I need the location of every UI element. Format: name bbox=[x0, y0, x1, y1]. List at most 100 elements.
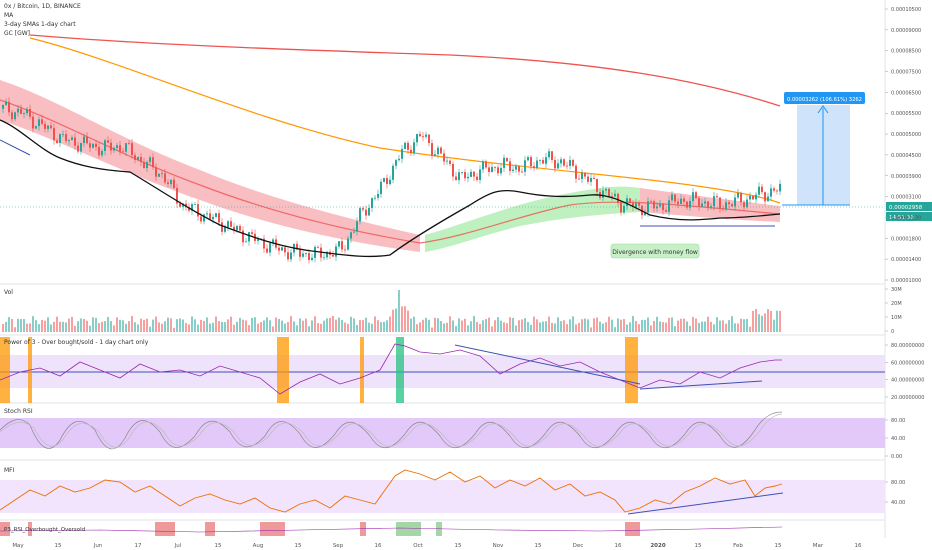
volume-bar bbox=[122, 320, 124, 332]
time-tick-label: Mar bbox=[813, 543, 824, 549]
volume-bar bbox=[146, 318, 148, 332]
axis-tick-label: 10M bbox=[891, 315, 902, 321]
candle-body bbox=[425, 134, 427, 137]
candle-body bbox=[335, 246, 337, 257]
volume-bar bbox=[605, 322, 607, 332]
volume-bar bbox=[296, 325, 298, 332]
volume-bar bbox=[413, 316, 415, 332]
time-tick-label: 16 bbox=[615, 543, 622, 549]
volume-bar bbox=[446, 322, 448, 332]
time-tick-label: Feb bbox=[733, 543, 743, 549]
candle-body bbox=[338, 241, 340, 247]
volume-bar bbox=[641, 319, 643, 332]
volume-bar bbox=[35, 320, 37, 332]
volume-bar bbox=[668, 317, 670, 332]
mfi-pane[interactable]: MFI 80.00 40.00 bbox=[0, 467, 905, 515]
volume-bar bbox=[173, 327, 175, 332]
candle-body bbox=[416, 134, 418, 143]
candle-body bbox=[686, 201, 688, 208]
mfi-line bbox=[0, 469, 783, 513]
candle-body bbox=[131, 143, 133, 156]
candle-body bbox=[437, 147, 439, 155]
volume-bar bbox=[695, 318, 697, 332]
time-tick-label: Aug bbox=[253, 543, 264, 549]
candle-body bbox=[89, 143, 91, 148]
volume-bar bbox=[599, 321, 601, 332]
candle-body bbox=[488, 167, 490, 172]
power3-title: Power of 3 - Over bought/sold - 1 day ch… bbox=[4, 339, 149, 346]
candle-body bbox=[245, 241, 247, 243]
candle-body bbox=[398, 158, 400, 161]
volume-bar bbox=[593, 318, 595, 332]
price-pane[interactable]: 0.00003262 (106.61%) 3262 Divergence wit… bbox=[0, 3, 932, 264]
volume-bar bbox=[539, 322, 541, 332]
candle-body bbox=[734, 197, 736, 207]
volume-bar bbox=[206, 317, 208, 332]
candle-body bbox=[239, 226, 241, 231]
candle-body bbox=[263, 238, 265, 249]
p3rsi-pane[interactable]: P3_RSI_Overbought_Oversold bbox=[0, 522, 783, 536]
candle-body bbox=[746, 199, 748, 208]
volume-bar bbox=[584, 318, 586, 332]
candle-body bbox=[503, 157, 505, 168]
candle-body bbox=[611, 196, 613, 197]
volume-pane[interactable]: Vol 30M 20M 10M 0 bbox=[2, 287, 902, 335]
volume-bar bbox=[623, 318, 625, 332]
volume-bar bbox=[560, 321, 562, 332]
volume-bar bbox=[116, 317, 118, 332]
stoch-pane[interactable]: Stoch RSI 80.00 40.00 0.00 bbox=[0, 408, 905, 460]
candle-body bbox=[407, 142, 409, 150]
candle-body bbox=[752, 195, 754, 200]
volume-bar bbox=[71, 316, 73, 332]
axis-tick-label: 0.00005500 bbox=[891, 111, 921, 117]
axis-tick-label: 0.00003900 bbox=[891, 174, 921, 180]
candle-body bbox=[251, 232, 253, 234]
volume-bar bbox=[110, 321, 112, 332]
time-axis[interactable]: May 15 Jun 17 Jul 15 Aug 15 Sep 16 Oct 15 Nov 15 Dec 16… bbox=[12, 543, 862, 549]
volume-bar bbox=[542, 321, 544, 332]
power3-uptrend bbox=[639, 380, 763, 390]
time-tick-label: 17 bbox=[135, 543, 142, 549]
candle-body bbox=[77, 145, 79, 152]
candle-body bbox=[86, 136, 88, 144]
volume-bar bbox=[377, 320, 379, 332]
candle-body bbox=[740, 192, 742, 203]
price-axis[interactable]: 0.00010500 0.00009000 0.00008500 0.00007500… bbox=[885, 7, 921, 284]
candle-body bbox=[152, 157, 154, 168]
candle-body bbox=[428, 134, 430, 144]
candle-body bbox=[179, 203, 181, 207]
volume-bar bbox=[218, 321, 220, 332]
candle-body bbox=[728, 202, 730, 205]
volume-bar bbox=[743, 319, 745, 332]
volume-bar bbox=[749, 326, 751, 332]
power3-pane[interactable]: Power of 3 - Over bought/sold - 1 day ch… bbox=[0, 337, 924, 403]
candle-body bbox=[593, 177, 595, 180]
candle-body bbox=[257, 239, 259, 241]
candle-body bbox=[695, 192, 697, 199]
candle-body bbox=[83, 136, 85, 144]
candle-body bbox=[128, 143, 130, 144]
candle-body bbox=[680, 198, 682, 204]
volume-bar bbox=[11, 318, 13, 332]
countdown-tag: 14:51:30 bbox=[889, 215, 914, 221]
volume-bar bbox=[302, 320, 304, 332]
candle-body bbox=[776, 190, 778, 192]
volume-bar bbox=[650, 325, 652, 332]
candle-body bbox=[608, 188, 610, 197]
volume-bar bbox=[632, 316, 634, 332]
candle-body bbox=[233, 226, 235, 231]
volume-bar bbox=[566, 324, 568, 332]
volume-bar bbox=[395, 308, 397, 332]
candle-body bbox=[191, 204, 193, 211]
volume-bar bbox=[50, 324, 52, 332]
p3rsi-blocks bbox=[0, 522, 640, 536]
axis-tick-label: 0.00 bbox=[891, 454, 902, 460]
volume-bar bbox=[401, 306, 403, 332]
candle-body bbox=[392, 165, 394, 180]
volume-bar bbox=[161, 323, 163, 332]
candle-body bbox=[2, 104, 4, 109]
volume-bar bbox=[629, 322, 631, 332]
candle-body bbox=[521, 171, 523, 173]
volume-bar bbox=[143, 319, 145, 332]
